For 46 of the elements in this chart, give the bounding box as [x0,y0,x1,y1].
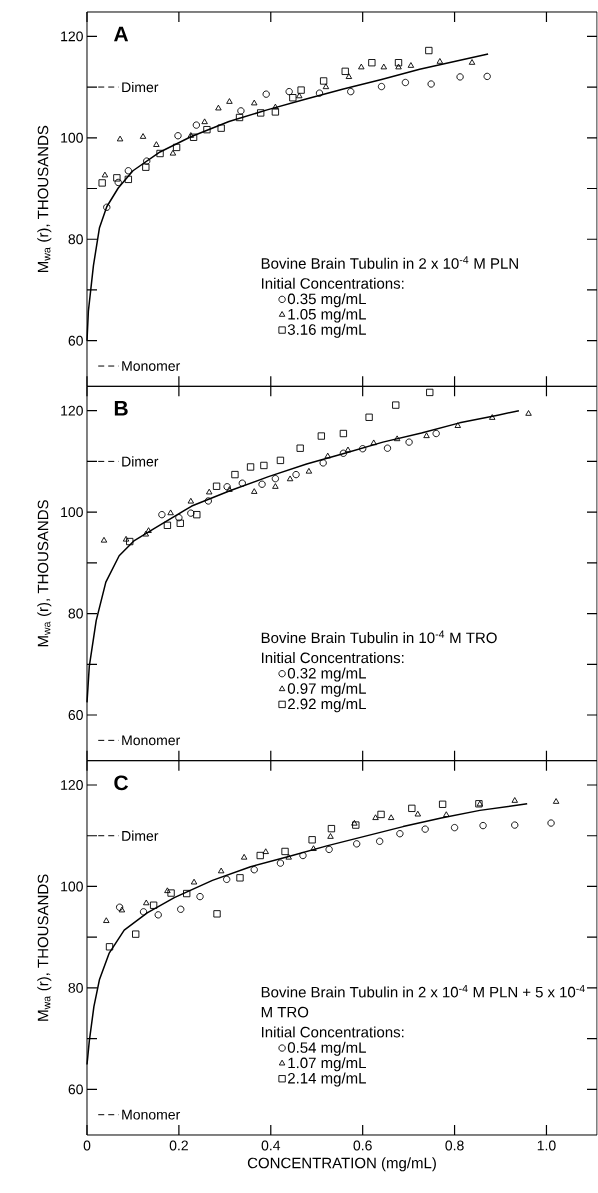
y-axis-title: M$_{wa}$ (r), THOUSANDS [37,500,52,647]
y-tick-label: 100 [61,881,84,892]
x-tick-label: 0 [83,1140,91,1151]
y-axis-title: M$_{wa}$ (r), THOUSANDS [37,874,52,1021]
text: B [115,401,128,416]
legend-label: 2.14 mg/mL [288,1072,367,1087]
y-tick-label: 60 [68,335,84,346]
x-axis-title: CONCENTRATION (mg/mL) [248,1157,437,1172]
x-tick-label: 1.0 [537,1140,556,1151]
legend-label: 0.97 mg/mL [288,682,367,697]
text: C [114,775,129,791]
ref-line-label: Dimer [122,456,159,467]
legend-label: 0.32 mg/mL [288,667,367,682]
legend-title: Initial Concentrations: [262,277,404,289]
ref-line-label: Dimer [122,830,159,841]
x-tick-label: 0.4 [261,1140,281,1151]
y-tick-label: 60 [68,710,84,720]
legend-label: 0.54 mg/mL [288,1041,367,1056]
legend-label: 1.05 mg/mL [288,308,367,323]
legend-label: 2.92 mg/mL [288,698,367,713]
y-axis-title: M$_{wa}$ (r), THOUSANDS [37,125,52,272]
ref-line-label: Dimer [122,81,159,93]
x-tick-label: 0.6 [353,1140,372,1151]
text: Bovine Brain Tubulin in 2 x 10$^{-4}$ M PLN [262,256,519,269]
y-tick-label: 100 [61,507,84,518]
text: Bovine Brain Tubulin in 10$^{-4}$ M TRO [262,630,497,644]
y-tick-label: 120 [61,405,84,416]
x-tick-label: 0.2 [169,1140,189,1151]
y-tick-label: 80 [68,234,84,245]
text: A [114,26,129,42]
y-tick-label: 80 [68,608,84,619]
y-tick-label: 60 [68,1084,84,1095]
y-tick-label: 120 [61,31,84,42]
ref-line-label: Monomer [122,1109,181,1120]
legend-title: Initial Concentrations: [262,652,404,664]
legend-label: 3.16 mg/mL [288,323,367,338]
y-tick-label: 80 [68,982,84,993]
y-tick-label: 100 [61,132,84,143]
text: Bovine Brain Tubulin in 2 x 10$^{-4}$ M PLN + 5 x 10$^{-4}$ M TRO [262,984,585,1018]
y-tick-label: 120 [61,780,84,790]
x-tick-label: 0.8 [445,1140,464,1151]
ref-line-label: Monomer [122,361,181,371]
legend-label: 0.35 mg/mL [288,293,367,308]
ref-line-label: Monomer [122,735,181,746]
legend-label: 1.07 mg/mL [288,1057,367,1072]
legend-title: Initial Concentrations: [262,1026,404,1038]
